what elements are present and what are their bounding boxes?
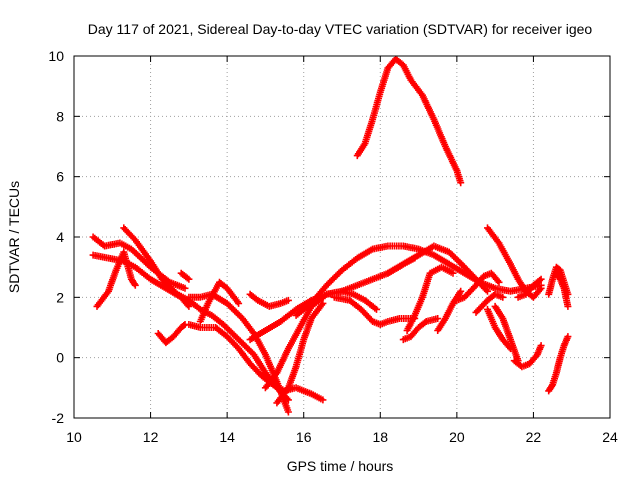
y-axis-label: SDTVAR / TECUs: [6, 181, 22, 293]
axis-ticks: [73, 55, 611, 419]
series-markers: [353, 55, 465, 187]
series-arc-15: [330, 293, 419, 328]
series-markers: [93, 248, 139, 310]
series-arc-25: [491, 302, 522, 365]
series-markers: [510, 342, 545, 371]
series-arc-21: [453, 269, 503, 304]
y-tick-label: 8: [56, 108, 64, 124]
series-arc-28: [545, 333, 572, 395]
series-arc-20: [434, 287, 465, 334]
series-markers: [545, 333, 572, 395]
series-markers: [330, 293, 419, 328]
y-tick-label: 6: [56, 169, 64, 185]
series-arc-13: [273, 299, 327, 407]
series-arc-18: [399, 315, 442, 344]
y-tick-label: 10: [48, 48, 64, 64]
series-arc-24: [484, 305, 514, 353]
series-arc-10: [246, 290, 292, 310]
series-markers: [399, 315, 442, 344]
series-markers: [472, 290, 507, 316]
series-arc-5: [154, 321, 189, 347]
x-tick-label: 10: [66, 429, 82, 445]
x-tick-label: 18: [372, 429, 388, 445]
x-axis-label: GPS time / hours: [287, 458, 394, 474]
series-arc-26: [510, 342, 545, 371]
series-markers: [246, 290, 292, 310]
y-tick-label: 2: [56, 289, 64, 305]
x-tick-label: 24: [602, 429, 618, 445]
series-markers: [434, 287, 465, 334]
series-arc-3: [93, 248, 139, 310]
series-markers: [484, 305, 514, 353]
y-tick-label: 0: [56, 350, 64, 366]
chart-title: Day 117 of 2021, Sidereal Day-to-day VTE…: [88, 21, 593, 37]
series-arc-6: [177, 269, 193, 283]
y-tick-label: -2: [52, 410, 65, 426]
series-arc-27: [514, 275, 545, 301]
x-tick-label: 16: [296, 429, 312, 445]
series-markers: [273, 299, 327, 407]
series-arc-9: [196, 278, 243, 325]
series-markers: [453, 269, 503, 304]
series-markers: [514, 275, 545, 301]
series-markers: [491, 302, 522, 365]
series-markers: [196, 278, 243, 325]
series-markers: [552, 269, 572, 310]
series-markers: [177, 269, 193, 283]
x-tick-label: 20: [449, 429, 465, 445]
series-arc-30: [552, 269, 572, 310]
series-arc-16: [353, 55, 465, 187]
series-arc-19: [403, 263, 457, 334]
x-tick-label: 12: [143, 429, 159, 445]
x-tick-label: 14: [219, 429, 235, 445]
series-markers: [403, 263, 457, 334]
x-tick-label: 22: [526, 429, 542, 445]
series-markers: [154, 321, 189, 347]
data-series: [89, 55, 572, 416]
series-arc-22: [472, 290, 507, 316]
y-tick-label: 4: [56, 229, 64, 245]
